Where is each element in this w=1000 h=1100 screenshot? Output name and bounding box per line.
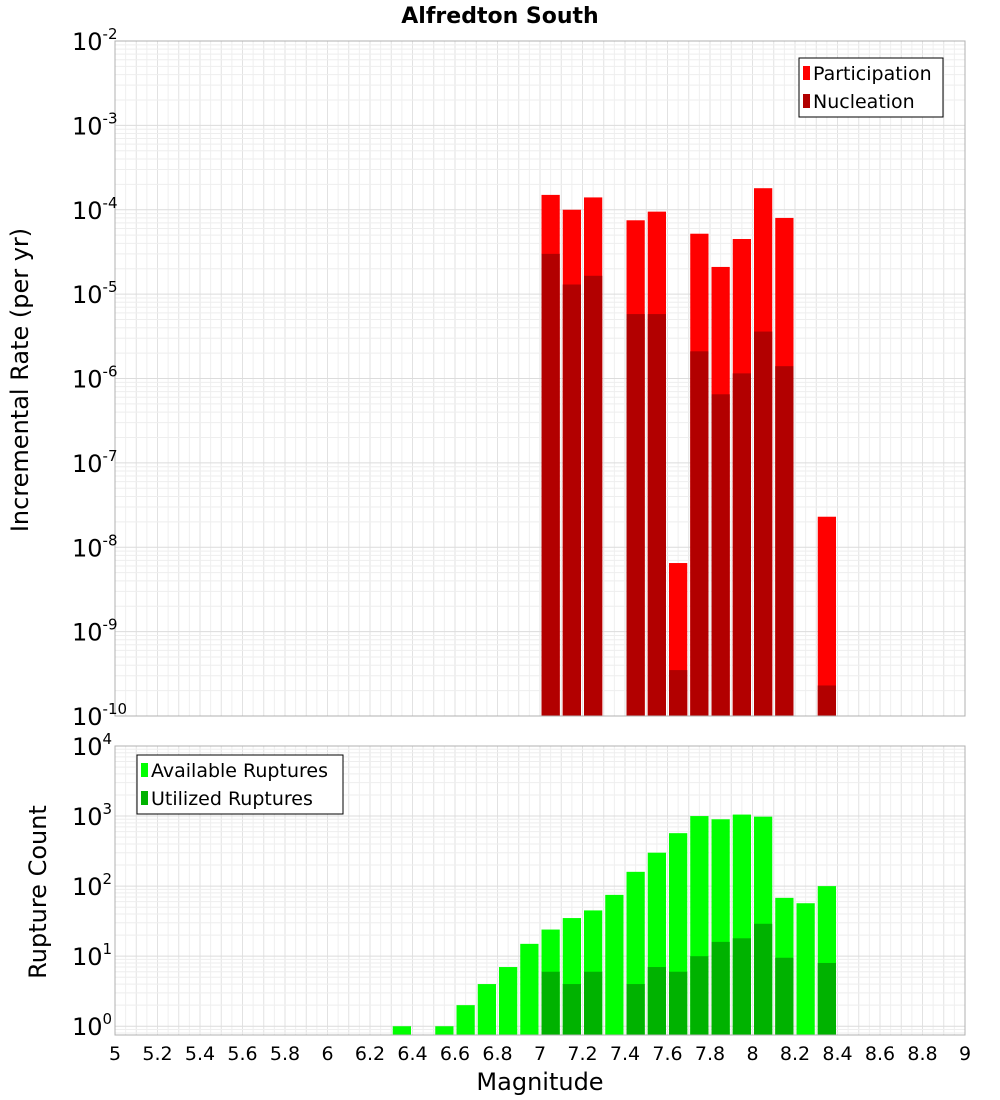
- bottom-bar-series2: [754, 923, 773, 1035]
- top-bar-series2: [754, 331, 773, 716]
- x-tick-label: 8.8: [907, 1043, 937, 1065]
- top-bar-series1: [817, 516, 836, 716]
- top-bar-series2: [541, 253, 560, 716]
- bottom-bar-series1: [520, 943, 539, 1035]
- bottom-y-axis-label: Rupture Count: [24, 805, 52, 979]
- bottom-legend-label: Available Ruptures: [151, 760, 328, 782]
- bottom-bar-series2: [562, 984, 581, 1035]
- bottom-y-tick-label: 103: [72, 800, 112, 831]
- x-tick-label: 8.4: [822, 1043, 852, 1065]
- x-tick-label: 7.6: [652, 1043, 682, 1065]
- top-legend: Participation Nucleation: [798, 57, 944, 118]
- top-bar-series2: [647, 314, 666, 716]
- top-y-tick-label: 10-8: [72, 531, 118, 562]
- x-tick-label: 8.6: [865, 1043, 895, 1065]
- bottom-bar-series2: [584, 971, 603, 1035]
- x-tick-label: 5.4: [185, 1043, 215, 1065]
- top-bar-series2: [626, 314, 645, 716]
- bottom-bar-series2: [817, 962, 836, 1035]
- bottom-y-tick-label: 101: [72, 940, 112, 971]
- top-bar-series2: [817, 685, 836, 716]
- bottom-bar-series2: [711, 941, 730, 1035]
- top-bar-series2: [669, 670, 688, 716]
- bottom-plot-frame: [114, 745, 966, 1036]
- bottom-bar-series2: [647, 967, 666, 1035]
- bottom-legend-swatch: [141, 791, 148, 805]
- top-bar-series2: [584, 275, 603, 716]
- top-legend-swatch: [803, 94, 810, 108]
- x-tick-label: 9: [959, 1043, 971, 1065]
- top-y-tick-label: 10-10: [72, 700, 127, 731]
- top-y-tick-label: 10-2: [72, 25, 118, 56]
- x-tick-label: 8.2: [780, 1043, 810, 1065]
- bottom-bar-series2: [541, 971, 560, 1035]
- x-tick-label: 6.4: [397, 1043, 427, 1065]
- bottom-legend-swatch: [141, 763, 148, 777]
- x-tick-label: 7.8: [695, 1043, 725, 1065]
- top-y-tick-label: 10-6: [72, 363, 118, 394]
- bottom-bar-series1: [456, 1005, 475, 1035]
- bottom-bar-series1: [477, 984, 496, 1035]
- top-bar-series2: [562, 284, 581, 716]
- bottom-bar-series2: [690, 956, 709, 1035]
- x-tick-label: 5: [109, 1043, 121, 1065]
- top-legend-label: Participation: [813, 63, 932, 85]
- bottom-legend-box: [136, 754, 344, 815]
- x-tick-label: 5.6: [227, 1043, 257, 1065]
- x-tick-label: 7.2: [567, 1043, 597, 1065]
- top-y-tick-label: 10-5: [72, 278, 118, 309]
- x-tick-label: 6.2: [355, 1043, 385, 1065]
- bottom-legend-label: Utilized Ruptures: [151, 788, 313, 810]
- top-y-tick-label: 10-9: [72, 616, 118, 647]
- x-axis-label: Magnitude: [476, 1068, 603, 1096]
- top-legend-swatch: [803, 66, 810, 80]
- top-legend-label: Nucleation: [813, 91, 915, 113]
- top-y-tick-label: 10-7: [72, 447, 118, 478]
- top-bar-series2: [775, 366, 794, 716]
- top-y-tick-label: 10-4: [72, 194, 118, 225]
- bottom-y-tick-label: 104: [72, 730, 112, 761]
- x-tick-label: 7.4: [610, 1043, 640, 1065]
- x-tick-label: 5.8: [270, 1043, 300, 1065]
- bottom-panel-count-chart: 100 101 102 103 104 Available Ruptures Utilize…: [72, 730, 971, 1065]
- top-y-axis-label: Incremental Rate (per yr): [6, 228, 34, 532]
- bottom-bar-series1: [605, 894, 624, 1035]
- chart-title: Alfredton South: [401, 4, 598, 29]
- x-tick-label: 8: [746, 1043, 758, 1065]
- bottom-bar-series2: [775, 957, 794, 1035]
- bottom-y-tick-label: 102: [72, 870, 112, 901]
- x-tick-label: 6: [321, 1043, 333, 1065]
- bottom-legend: Available Ruptures Utilized Ruptures: [136, 754, 344, 815]
- top-bar-series2: [690, 351, 709, 716]
- top-bar-series2: [711, 394, 730, 716]
- bottom-bar-series1: [796, 903, 815, 1035]
- bottom-bar-series2: [669, 971, 688, 1035]
- bottom-y-tick-label: 100: [72, 1010, 112, 1041]
- bottom-bar-series2: [626, 984, 645, 1035]
- bottom-bar-series2: [732, 938, 751, 1035]
- x-tick-label: 7: [534, 1043, 546, 1065]
- bottom-bar-series1: [392, 1026, 411, 1035]
- top-panel-rate-chart: 10-10 10-9 10-8 10-7 10-6 10-5 10-4 10-3 10-2 Par…: [72, 25, 966, 731]
- x-tick-label: 5.2: [142, 1043, 172, 1065]
- top-y-tick-label: 10-3: [72, 109, 118, 140]
- top-plot-frame: [114, 40, 966, 717]
- bottom-bar-series1: [499, 967, 518, 1035]
- x-tick-label: 6.6: [440, 1043, 470, 1065]
- x-tick-label: 6.8: [482, 1043, 512, 1065]
- top-legend-box: [798, 57, 944, 118]
- bottom-bar-series1: [435, 1026, 454, 1035]
- top-bar-series2: [732, 373, 751, 716]
